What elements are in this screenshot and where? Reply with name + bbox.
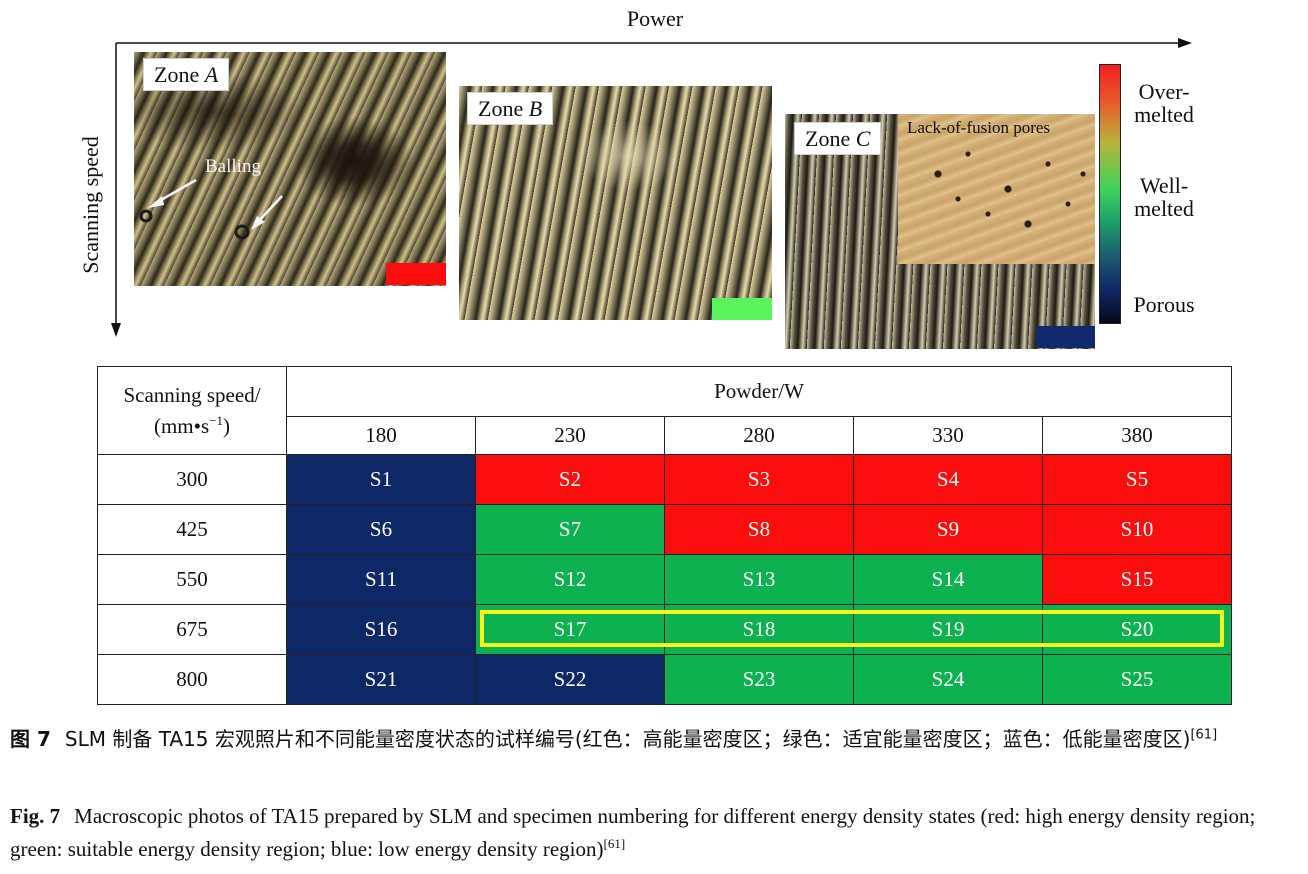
specimen-cell: S12 (475, 554, 665, 605)
speed-column-header: Scanning speed/ (mm•s−1) (97, 366, 287, 455)
colorbar-label-well-melted: Well- melted (1134, 173, 1194, 221)
specimen-cell: S10 (1042, 504, 1232, 555)
melting-state-colorbar (1099, 64, 1121, 324)
table-row: 425 S6 S7 S8 S9 S10 (97, 504, 1232, 555)
specimen-cell: S23 (664, 654, 854, 705)
specimen-cell: S24 (853, 654, 1043, 705)
caption-chinese: 图 7 SLM 制备 TA15 宏观照片和不同能量密度状态的试样编号(红色：高能量… (10, 727, 1218, 751)
specimen-cell: S3 (664, 454, 854, 505)
colorbar-label-porous: Porous (1133, 292, 1195, 317)
specimen-cell: S9 (853, 504, 1043, 555)
table-row: 300 S1 S2 S3 S4 S5 (97, 454, 1232, 505)
balling-annotation: Balling (205, 156, 261, 177)
lack-of-fusion-inset (898, 114, 1095, 264)
specimen-cell: S20 (1042, 604, 1232, 655)
zone-c-label: Zone C (794, 122, 882, 155)
table-row: 550 S11 S12 S13 S14 S15 (97, 554, 1232, 605)
speed-cell: 300 (97, 454, 287, 505)
caption-english: Fig. 7 Macroscopic photos of TA15 prepare… (10, 804, 1256, 861)
specimen-cell: S21 (286, 654, 476, 705)
zone-c-color-swatch (1036, 326, 1095, 348)
colorbar-label-over-melted: Over- melted (1134, 79, 1194, 127)
zone-b-label: Zone B (467, 92, 554, 125)
specimen-table: Scanning speed/ (mm•s−1) Powder/W 180 230… (97, 366, 1232, 705)
power-column-header: Powder/W (286, 366, 1232, 417)
speed-cell: 675 (97, 604, 287, 655)
zone-b-color-swatch (712, 298, 772, 320)
balling-arrows (139, 178, 283, 240)
specimen-cell: S25 (1042, 654, 1232, 705)
specimen-cell: S17 (475, 604, 665, 655)
speed-cell: 550 (97, 554, 287, 605)
speed-cell: 425 (97, 504, 287, 555)
specimen-cell: S14 (853, 554, 1043, 605)
specimen-cell: S19 (853, 604, 1043, 655)
speed-axis-title: Scanning speed (78, 136, 103, 274)
table-row: 800 S21 S22 S23 S24 S25 (97, 654, 1232, 705)
speed-axis-arrowhead (111, 323, 121, 337)
speed-cell: 800 (97, 654, 287, 705)
power-header-cell: 180 (286, 416, 476, 455)
zone-a-color-swatch (386, 263, 446, 285)
specimen-cell: S6 (286, 504, 476, 555)
specimen-cell: S7 (475, 504, 665, 555)
specimen-cell: S18 (664, 604, 854, 655)
power-header-cell: 230 (475, 416, 665, 455)
zone-a-label: Zone A (143, 58, 230, 91)
specimen-cell: S2 (475, 454, 665, 505)
specimen-cell: S5 (1042, 454, 1232, 505)
table-row: 675 S16 S17 S18 S19 S20 (97, 604, 1232, 655)
figure-axes (111, 38, 1192, 337)
power-header-cell: 280 (664, 416, 854, 455)
power-header-cell: 380 (1042, 416, 1232, 455)
specimen-cell: S16 (286, 604, 476, 655)
specimen-cell: S1 (286, 454, 476, 505)
specimen-cell: S22 (475, 654, 665, 705)
specimen-cell: S11 (286, 554, 476, 605)
zone-b-micrograph (459, 86, 772, 320)
specimen-cell: S4 (853, 454, 1043, 505)
inset-label: Lack-of-fusion pores (907, 118, 1051, 137)
specimen-cell: S15 (1042, 554, 1232, 605)
power-axis-arrowhead (1178, 38, 1192, 48)
power-header-cell: 330 (853, 416, 1043, 455)
specimen-cell: S13 (664, 554, 854, 605)
specimen-cell: S8 (664, 504, 854, 555)
power-axis-title: Power (626, 6, 684, 31)
zone-a-micrograph (134, 52, 446, 286)
